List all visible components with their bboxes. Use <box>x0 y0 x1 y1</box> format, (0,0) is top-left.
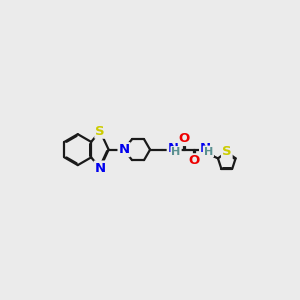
Text: N: N <box>168 142 179 154</box>
Text: S: S <box>222 146 232 158</box>
Text: N: N <box>118 143 130 156</box>
Text: H: H <box>171 147 181 157</box>
Text: O: O <box>179 132 190 145</box>
Text: N: N <box>94 161 106 175</box>
Text: O: O <box>189 154 200 167</box>
Text: H: H <box>204 146 213 157</box>
Text: N: N <box>200 142 211 154</box>
Text: S: S <box>95 125 105 138</box>
